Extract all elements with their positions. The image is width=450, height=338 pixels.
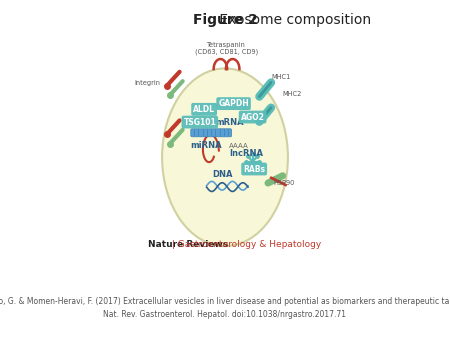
Text: | Gastroenterology & Hepatology: | Gastroenterology & Hepatology (169, 240, 321, 249)
Text: MHC2: MHC2 (283, 91, 302, 97)
Text: Tetraspanin
(CD63, CD81, CD9): Tetraspanin (CD63, CD81, CD9) (195, 42, 258, 55)
Text: miRNA: miRNA (190, 141, 222, 150)
Text: lncRNA: lncRNA (229, 149, 263, 159)
Text: ALDL: ALDL (193, 105, 215, 114)
Text: mRNA: mRNA (215, 118, 244, 127)
FancyBboxPatch shape (191, 129, 232, 137)
Text: Szabo, G. & Momen-Heravi, F. (2017) Extracellular vesicles in liver disease and : Szabo, G. & Momen-Heravi, F. (2017) Extr… (0, 297, 450, 319)
Text: DNA: DNA (212, 170, 233, 179)
Text: GAPDH: GAPDH (218, 99, 249, 108)
Text: RABs: RABs (243, 165, 265, 173)
Text: Integrin: Integrin (135, 79, 161, 86)
Text: Nature Reviews: Nature Reviews (148, 240, 228, 249)
Text: Exosome composition: Exosome composition (215, 13, 371, 27)
Text: HSP90: HSP90 (274, 180, 295, 186)
Text: AAAA: AAAA (229, 143, 248, 149)
Text: Figure 2: Figure 2 (193, 13, 258, 27)
Text: AGO2: AGO2 (241, 113, 265, 122)
Text: TSG101: TSG101 (184, 118, 216, 126)
Text: MHC1: MHC1 (272, 74, 291, 80)
Ellipse shape (162, 68, 288, 246)
